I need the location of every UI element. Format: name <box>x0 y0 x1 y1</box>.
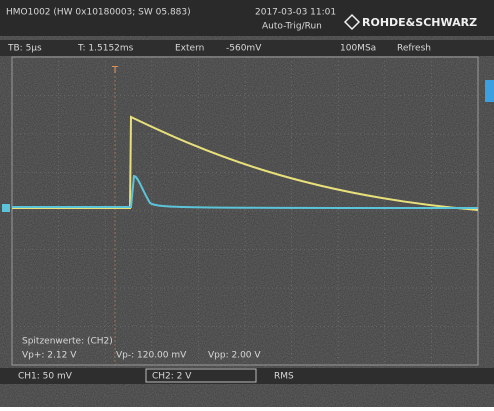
trigger-marker: T <box>111 65 119 76</box>
measure-vp-minus: Vp-: 120.00 mV <box>116 351 187 361</box>
rms-setting: RMS <box>274 372 294 382</box>
page: HMO1002 (HW 0x10180003; SW 05.883) 2017-… <box>0 0 494 411</box>
ch2-setting: CH2: 2 V <box>152 372 192 382</box>
trigger-level: -560mV <box>226 44 262 54</box>
acquire-mode: Refresh <box>397 44 431 54</box>
sample-rate: 100MSa <box>340 44 376 54</box>
brand: ROHDE&SCHWARZ <box>362 16 477 29</box>
measure-title: Spitzenwerte: (CH2) <box>22 337 113 347</box>
timebase: TB: 5µs <box>7 44 42 54</box>
device-info: HMO1002 (HW 0x10180003; SW 05.883) <box>6 8 191 18</box>
trigger-time: T: 1.5152ms <box>77 44 134 54</box>
measure-vp-plus: Vp+: 2.12 V <box>22 351 77 361</box>
date: 2017-03-03 11:01 <box>255 8 336 18</box>
ch2-marker <box>2 204 10 212</box>
ch1-setting: CH1: 50 mV <box>18 372 73 382</box>
measure-vpp: Vpp: 2.00 V <box>208 351 261 361</box>
run-mode: Auto-Trig/Run <box>262 22 322 32</box>
side-marker <box>485 80 494 102</box>
scope-screen: HMO1002 (HW 0x10180003; SW 05.883) 2017-… <box>0 0 494 407</box>
trigger-source: Extern <box>175 44 204 54</box>
